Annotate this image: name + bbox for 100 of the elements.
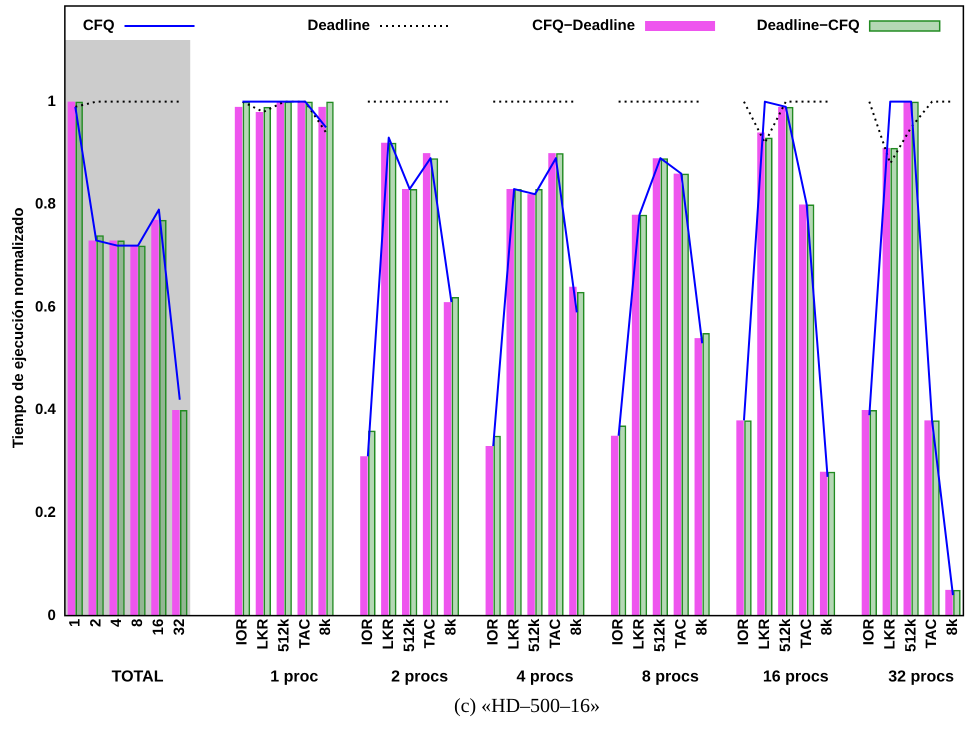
bar: [757, 132, 765, 616]
bar: [284, 102, 292, 616]
x-tick-label: 512k: [275, 618, 292, 652]
bar: [744, 420, 752, 616]
bar: [870, 410, 877, 616]
x-tick-label: TAC: [547, 618, 564, 648]
x-tick-label: 512k: [776, 618, 794, 652]
x-tick-label: LKR: [756, 618, 774, 650]
legend-label: Deadline−CFQ: [756, 17, 860, 34]
y-axis-title: Tiempo de ejecución normalizado: [10, 208, 28, 448]
x-tick-label: 8k: [944, 618, 962, 636]
bar: [305, 102, 313, 616]
legend-label: CFQ−Deadline: [532, 17, 636, 34]
x-tick-label: TAC: [672, 618, 690, 648]
x-tick-label: TAC: [422, 618, 439, 648]
bar: [234, 106, 242, 616]
x-tick-label: 512k: [400, 618, 418, 652]
legend-label: CFQ: [82, 17, 115, 34]
bar: [381, 142, 389, 616]
x-tick-label: IOR: [860, 618, 878, 646]
bar: [953, 590, 961, 616]
bar: [828, 472, 836, 616]
x-tick-label: TAC: [798, 618, 815, 648]
bar: [444, 302, 452, 616]
bar: [632, 214, 640, 616]
bar: [890, 148, 898, 616]
bar: [493, 436, 501, 616]
text: 16 procs: [762, 668, 829, 686]
y-tick-label: 0.2: [34, 504, 56, 521]
bar: [736, 420, 744, 616]
bar: [556, 153, 564, 616]
bar: [904, 102, 911, 616]
x-tick-label: 4: [108, 618, 126, 627]
text: (c) «HD–500–16»: [452, 695, 602, 718]
x-tick-label: IOR: [484, 618, 502, 646]
bar: [388, 142, 396, 616]
x-tick-label: LKR: [505, 618, 522, 650]
x-tick-label: 8k: [693, 618, 710, 636]
x-tick-label: LKR: [380, 618, 397, 650]
bar: [618, 425, 626, 616]
text: 32 procs: [888, 668, 954, 686]
bar: [172, 410, 180, 616]
x-tick-label: 8k: [317, 618, 334, 636]
bar: [577, 292, 584, 616]
y-tick-label: 1: [48, 92, 56, 110]
x-tick-label: 8k: [818, 618, 836, 636]
x-tick-label: 512k: [652, 618, 669, 652]
bar: [242, 102, 250, 616]
bar: [88, 240, 96, 616]
bar: [882, 148, 890, 616]
bar: [151, 220, 159, 616]
bar: [924, 420, 932, 616]
bar: [778, 106, 786, 616]
x-tick-label: 8k: [442, 618, 460, 636]
legend-label: Deadline: [307, 17, 370, 34]
bar: [862, 410, 870, 616]
bar: [765, 138, 773, 616]
bar: [159, 220, 167, 616]
bar: [640, 214, 648, 616]
bar: [694, 338, 702, 616]
x-tick-label: LKR: [254, 618, 272, 650]
bar: [402, 189, 410, 616]
bar: [130, 246, 138, 616]
bar: [820, 472, 828, 616]
x-tick-label: 8k: [568, 618, 585, 636]
bar: [326, 102, 334, 616]
bar: [514, 189, 522, 616]
bar: [610, 436, 618, 616]
bar: [109, 240, 117, 616]
x-tick-label: 512k: [526, 618, 544, 652]
bar: [548, 153, 556, 616]
bar: [410, 189, 418, 616]
x-tick-label: TAC: [923, 618, 940, 648]
text: TOTAL: [112, 668, 164, 686]
x-tick-label: IOR: [234, 618, 251, 646]
bar: [506, 189, 514, 616]
x-tick-label: 32: [170, 618, 188, 636]
x-tick-label: 2: [87, 618, 104, 627]
bar: [264, 106, 272, 616]
text: 8 procs: [642, 668, 699, 686]
bar: [75, 102, 83, 616]
text: 2 procs: [391, 668, 448, 686]
bar: [681, 174, 689, 616]
bar: [276, 102, 284, 616]
bar: [569, 286, 577, 616]
bar: [138, 246, 146, 616]
text: 1 proc: [270, 668, 318, 686]
bar: [180, 410, 188, 616]
x-tick-label: LKR: [881, 618, 898, 650]
x-tick-label: IOR: [358, 618, 376, 646]
y-tick-label: 0.8: [34, 196, 56, 213]
bar: [256, 112, 264, 616]
bar: [298, 102, 305, 616]
x-tick-label: IOR: [610, 618, 627, 646]
bar: [674, 174, 682, 616]
bar: [660, 158, 668, 616]
bar: [702, 332, 710, 616]
bar: [422, 153, 430, 616]
bar: [535, 189, 543, 616]
x-tick-label: 16: [150, 618, 168, 636]
